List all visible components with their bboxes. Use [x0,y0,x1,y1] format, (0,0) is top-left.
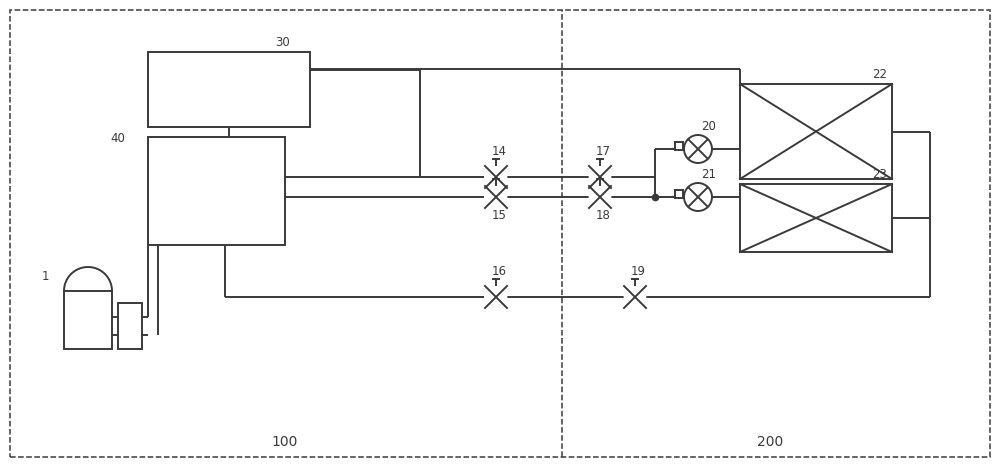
Text: 14: 14 [492,145,507,158]
Text: 40: 40 [110,132,125,145]
Polygon shape [624,286,646,308]
Bar [64,291,112,349]
Bar [148,52,310,127]
Polygon shape [485,186,507,208]
Bar [740,84,892,179]
Text: 20: 20 [701,120,716,133]
Text: 15: 15 [492,209,507,222]
Polygon shape [485,166,507,188]
Bar [118,303,142,349]
Bar [675,142,683,150]
Circle shape [684,135,712,163]
Polygon shape [485,286,507,308]
Bar [740,184,892,252]
Text: 16: 16 [492,265,507,278]
Polygon shape [589,186,611,208]
Circle shape [684,183,712,211]
Text: 18: 18 [596,209,611,222]
Polygon shape [589,166,611,188]
Text: 21: 21 [701,168,716,181]
Bar [675,190,683,198]
Text: 100: 100 [272,435,298,449]
Text: 23: 23 [872,168,887,181]
Text: 22: 22 [872,68,887,81]
Bar [148,137,285,245]
Text: 1: 1 [42,270,50,283]
Text: 200: 200 [757,435,783,449]
Text: 17: 17 [596,145,611,158]
Text: 30: 30 [275,36,290,49]
Text: 19: 19 [631,265,646,278]
